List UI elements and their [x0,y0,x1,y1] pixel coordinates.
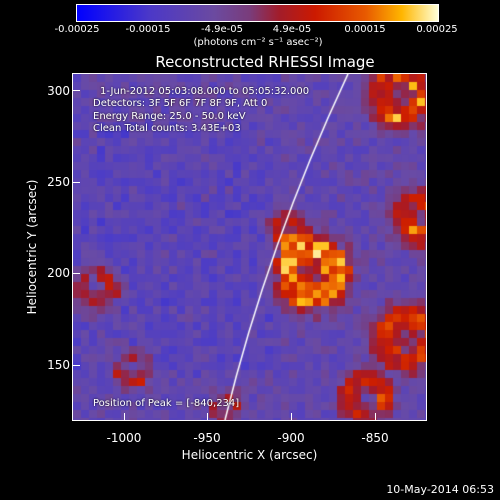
colorbar-tick: 4.9e-05 [272,24,312,35]
y-axis-label: Heliocentric Y (arcsec) [25,179,39,315]
y-tick-label: 150 [47,358,70,372]
y-tick-mark [72,273,80,274]
y-tick-label: 250 [47,175,70,189]
y-tick-mark [72,182,80,183]
colorbar-tick: 0.00015 [344,24,386,35]
timestamp: 10-May-2014 06:53 [386,483,494,496]
image-title: Reconstructed RHESSI Image [155,53,375,71]
colorbar-unit: (photons cm⁻² s⁻¹ asec⁻²) [193,37,323,48]
x-axis-label: Heliocentric X (arcsec) [181,448,318,462]
rhessi-image-plot [72,73,427,421]
peak-position-label: Position of Peak = [-840,234] [93,398,240,409]
x-tick-label: -950 [193,431,221,445]
detectors-label: Detectors: 3F 5F 6F 7F 8F 9F, Att 0 [93,98,268,109]
x-tick-label: -850 [361,431,389,445]
y-tick-label: 200 [47,266,70,280]
energy-range-label: Energy Range: 25.0 - 50.0 keV [93,111,246,122]
y-tick-label: 300 [47,84,70,98]
colorbar-tick: -0.00025 [54,24,100,35]
colorbar [76,4,439,22]
colorbar-tick: -4.9e-05 [201,24,243,35]
x-tick-mark [207,413,208,421]
x-tick-mark [375,413,376,421]
colorbar-tick: 0.00025 [416,24,458,35]
time-range-label: 1-Jun-2012 05:03:08.000 to 05:05:32.000 [100,86,310,97]
clean-counts-label: Clean Total counts: 3.43E+03 [93,123,241,134]
x-tick-label: -900 [277,431,305,445]
x-tick-mark [124,413,125,421]
colorbar-tick: -0.00015 [125,24,171,35]
heatmap-canvas [73,74,426,420]
x-tick-label: -1000 [106,431,142,445]
y-tick-mark [72,90,80,91]
y-tick-mark [72,365,80,366]
x-tick-mark [291,413,292,421]
